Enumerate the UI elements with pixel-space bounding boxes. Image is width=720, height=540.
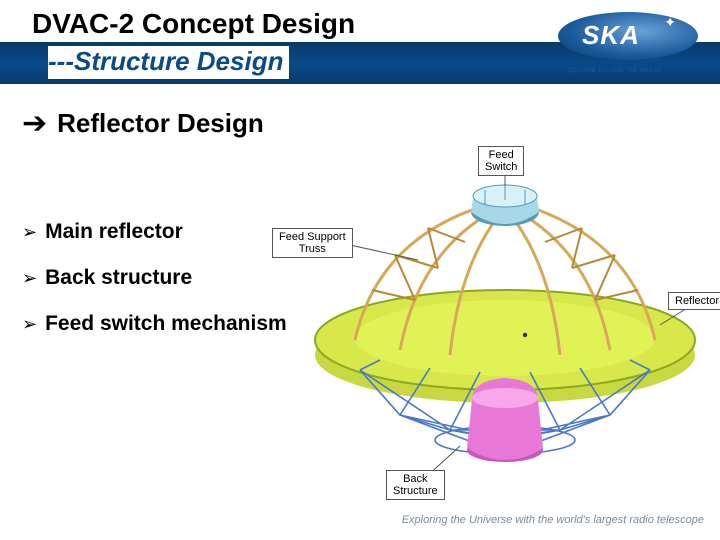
callout-feed-switch: FeedSwitch <box>478 146 524 176</box>
chevron-icon: ➢ <box>22 314 37 335</box>
bullet-text: Main reflector <box>45 220 183 244</box>
callout-feed-support: Feed SupportTruss <box>272 228 353 258</box>
footer-tagline: Exploring the Universe with the world's … <box>402 514 704 526</box>
arrow-right-icon: ➔ <box>22 109 47 139</box>
callout-text: BackStructure <box>393 473 438 497</box>
bullet-text: Back structure <box>45 266 192 290</box>
bullet-text: Feed switch mechanism <box>45 312 287 336</box>
logo-text: SKA <box>582 20 640 51</box>
logo-oval: SKA ✦ SQUARE KILOMETRE ARRAY <box>558 12 698 60</box>
callout-reflector: Reflector <box>668 292 720 310</box>
page-title: DVAC-2 Concept Design <box>32 8 355 40</box>
logo-star-icon: ✦ <box>664 14 676 31</box>
callout-text: FeedSwitch <box>485 149 517 173</box>
callout-text: Feed SupportTruss <box>279 231 346 255</box>
ska-logo: SKA ✦ SQUARE KILOMETRE ARRAY <box>558 6 708 78</box>
callout-text: Reflector <box>675 295 719 307</box>
bullet-list: ➢ Main reflector ➢ Back structure ➢ Feed… <box>22 220 287 358</box>
list-item: ➢ Back structure <box>22 266 287 290</box>
page-subtitle: ---Structure Design <box>48 46 289 79</box>
list-item: ➢ Main reflector <box>22 220 287 244</box>
reflector-diagram: FeedSwitch Feed SupportTruss Reflector B… <box>300 150 710 490</box>
chevron-icon: ➢ <box>22 268 37 289</box>
callout-back-structure: BackStructure <box>386 470 445 500</box>
chevron-icon: ➢ <box>22 222 37 243</box>
logo-tagline: SQUARE KILOMETRE ARRAY <box>568 68 662 74</box>
diagram-svg <box>300 150 710 490</box>
section-heading-text: Reflector Design <box>57 108 264 139</box>
section-heading: ➔ Reflector Design <box>22 108 264 139</box>
list-item: ➢ Feed switch mechanism <box>22 312 287 336</box>
